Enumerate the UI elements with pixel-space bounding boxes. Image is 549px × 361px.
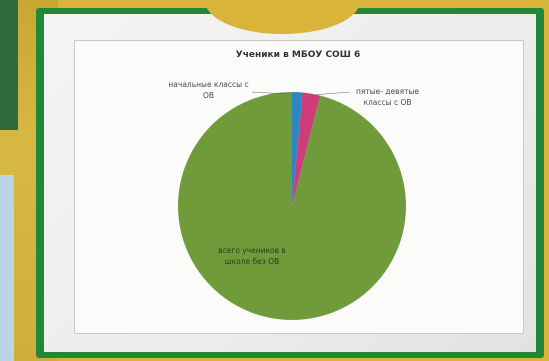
slice-label-middle: пятые- девятые классы с ОВ xyxy=(355,87,420,107)
slice-label-rest: всего учеников в школе без ОВ xyxy=(218,246,286,266)
slice-primary-classes xyxy=(292,92,303,206)
leader-line xyxy=(251,91,288,95)
slice-label-primary: начальные классы с ОВ xyxy=(168,80,249,100)
slice-rest xyxy=(178,92,407,320)
chart-title: Ученики в МБОУ СОШ 6 xyxy=(235,50,361,60)
side-panel xyxy=(0,175,14,361)
slice-middle-classes xyxy=(292,92,321,206)
leader-line xyxy=(311,91,351,96)
side-panel xyxy=(0,0,18,130)
